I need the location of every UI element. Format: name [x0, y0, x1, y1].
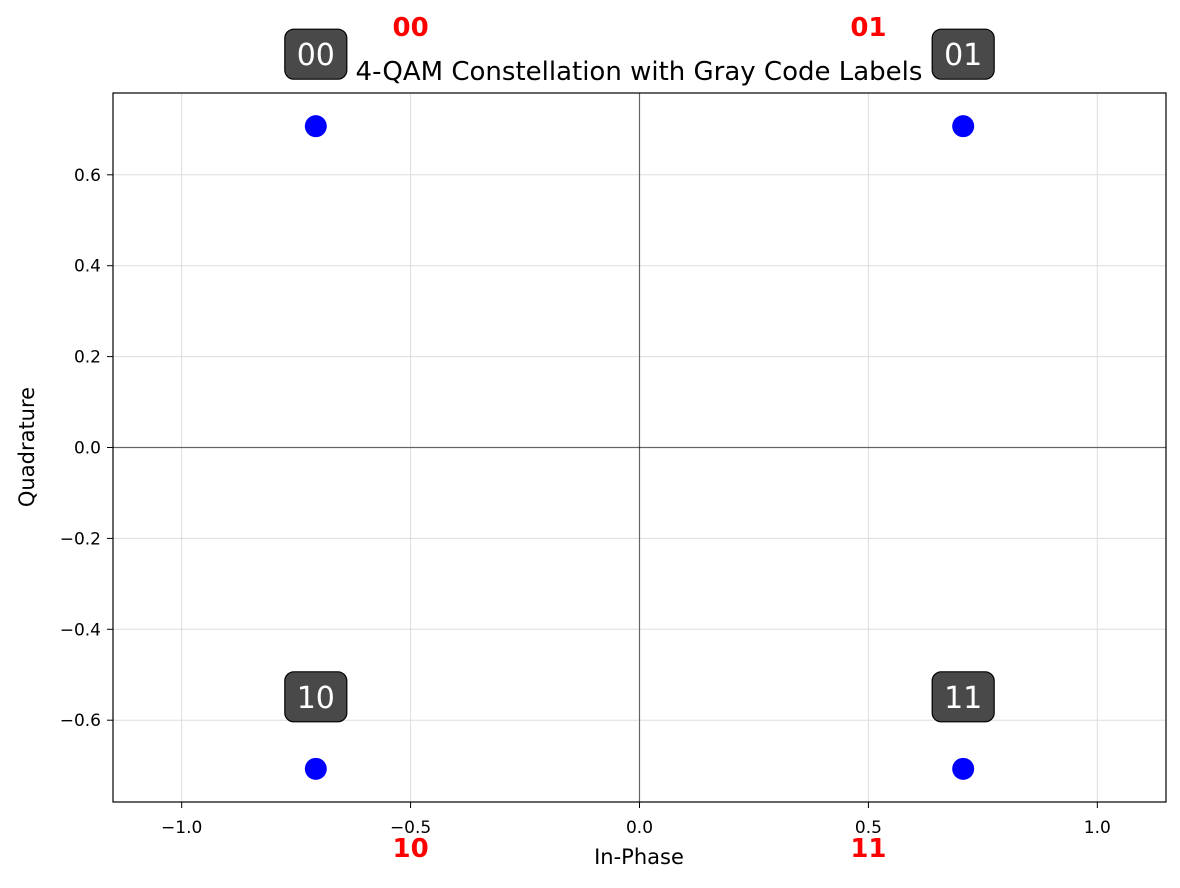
points-layer: [304, 115, 975, 780]
point-label: 01: [944, 38, 982, 73]
constellation-point: [304, 757, 327, 780]
x-tick-label: 0.5: [855, 818, 882, 838]
quadrant-labels-layer: 00 01 10 11: [392, 13, 886, 864]
point-label-box: [931, 28, 995, 80]
point-label-box: [931, 671, 995, 723]
point-label: 00: [297, 38, 335, 73]
quadrant-label: 11: [850, 834, 886, 864]
quadrant-label: 10: [392, 834, 428, 864]
x-tick-label: 1.0: [1084, 818, 1111, 838]
y-tick-label: 0.4: [74, 257, 101, 277]
quadrant-label: 00: [392, 13, 428, 43]
point-labels-layer: 00 01 10 11: [284, 28, 995, 723]
constellation-point: [952, 115, 975, 138]
zero-axis-lines: [113, 93, 1166, 802]
chart-title: 4-QAM Constellation with Gray Code Label…: [356, 57, 923, 87]
point-label-box: [284, 28, 348, 80]
y-tick-label: −0.4: [60, 620, 101, 640]
y-axis-label: Quadrature: [15, 387, 39, 507]
x-tick-label: −0.5: [390, 818, 431, 838]
constellation-point: [952, 757, 975, 780]
constellation-point: [304, 115, 327, 138]
quadrant-label: 01: [850, 13, 886, 43]
x-tick-label: 0.0: [626, 818, 653, 838]
ticks-layer: −1.0 −0.5 0.0 0.5 1.0 0.6 0.4 0.2 0.0 −0.2 −0.4 −0.…: [60, 166, 1111, 838]
point-label: 11: [944, 681, 982, 716]
x-tick-label: −1.0: [161, 818, 202, 838]
y-tick-label: 0.6: [74, 166, 101, 186]
point-label: 10: [297, 681, 335, 716]
y-tick-label: −0.6: [60, 711, 101, 731]
y-tick-label: 0.0: [74, 439, 101, 459]
y-tick-label: −0.2: [60, 529, 101, 549]
y-tick-label: 0.2: [74, 348, 101, 368]
x-axis-label: In-Phase: [594, 845, 684, 869]
point-label-box: [284, 671, 348, 723]
